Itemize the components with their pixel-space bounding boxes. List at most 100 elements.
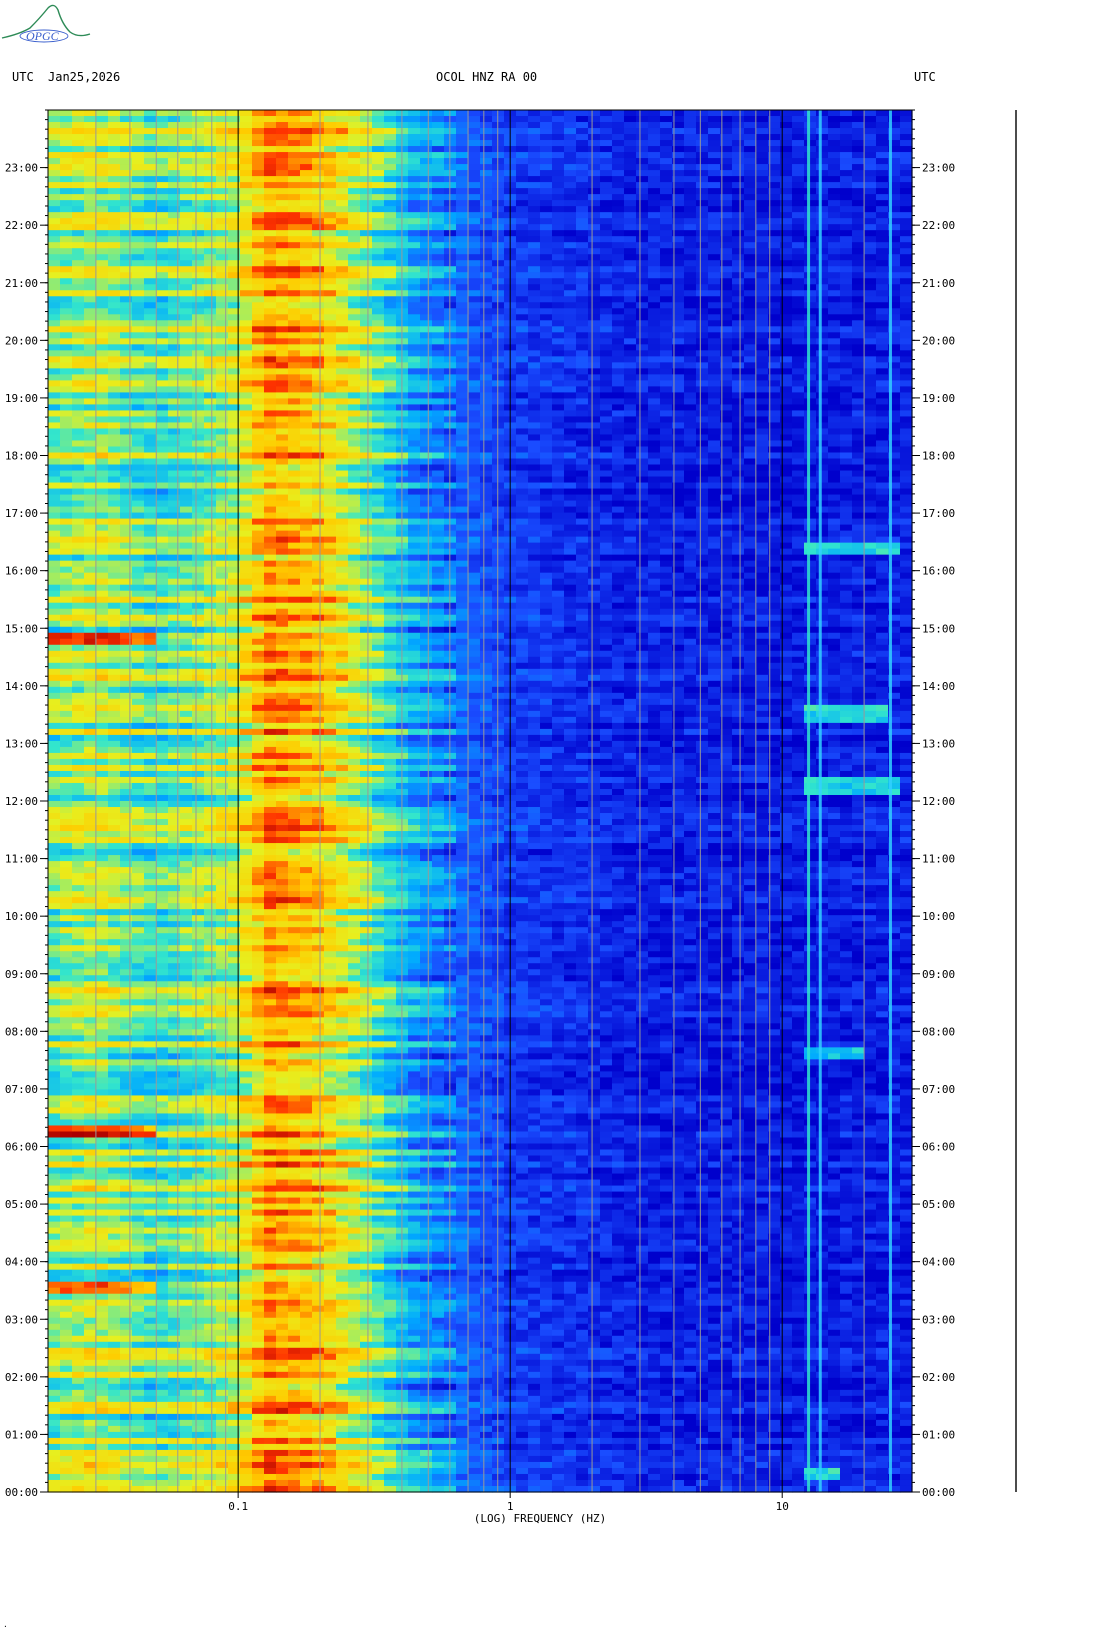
spectrogram-cell [276,704,289,712]
spectrogram-cell [288,1239,301,1247]
spectrogram-cell [96,746,109,754]
spectrogram-cell [72,1041,85,1048]
spectrogram-cell [192,1329,205,1337]
spectrogram-cell [264,1317,277,1325]
spectrogram-cell [96,650,109,658]
spectrogram-cell [252,1455,265,1463]
spectrogram-cell [192,981,205,988]
spectrogram-cell [300,290,313,297]
spectrogram-cell [96,1419,109,1427]
spectrogram-cell [144,536,157,544]
spectrogram-cell [168,1029,181,1036]
spectrogram-cell [84,248,97,255]
spectrogram-cell [216,1137,229,1145]
spectrogram-cell [60,404,73,412]
spectrogram-cell [60,969,73,976]
spectrogram-cell [144,1131,157,1139]
spectrogram-cell [204,224,217,231]
spectrogram-cell [156,1167,169,1175]
spectrogram-cell [180,206,193,213]
spectrogram-cell [108,1239,121,1247]
spectrogram-cell [144,1023,157,1030]
spectrogram-cell [228,536,241,544]
spectrogram-cell [84,746,97,754]
spectrogram-cell [192,428,205,436]
spectrogram-cell [240,1185,253,1193]
spectrogram-cell [108,1467,121,1475]
spectrogram-cell [108,1317,121,1325]
spectrogram-cell [120,963,133,970]
spectrogram-cell [204,200,217,207]
spectrogram-cell [192,776,205,784]
spectrogram-cell [132,975,145,982]
spectrogram-cell [300,855,313,862]
spectrogram-cell [156,1143,169,1151]
spectrogram-cell [72,410,85,418]
spectrogram-cell [204,819,217,826]
spectrogram-cell [240,963,253,970]
spectrogram-cell [96,879,109,886]
spectrogram-cell [180,536,193,544]
spectrogram-cell [156,1269,169,1277]
spectrogram-cell [60,1353,73,1361]
spectrogram-cell [84,903,97,910]
spectrogram-cell [48,1143,61,1151]
spectrogram-cell [60,897,73,904]
spectrogram-cell [216,1431,229,1439]
spectrogram-cell [276,921,289,928]
spectrogram-cell [120,260,133,267]
spectrogram-cell [276,524,289,532]
spectrogram-cell [216,632,229,640]
spectrogram-cell [204,392,217,400]
spectrogram-cell [264,242,277,249]
spectrogram-cell [264,608,277,616]
spectrogram-cell [204,386,217,394]
spectrogram-cell [216,740,229,748]
spectrogram-cell [180,788,193,796]
spectrogram-cell [120,1029,133,1036]
spectrogram-cell [60,698,73,706]
spectrogram-cell [108,1413,121,1421]
spectrogram-cell [216,692,229,700]
spectrogram-cell [132,164,145,171]
spectrogram-cell [276,596,289,604]
spectrogram-cell [96,969,109,976]
spectrogram-cell [228,770,241,778]
spectrogram-cell [60,260,73,267]
spectrogram-cell [180,620,193,628]
spectrogram-cell [60,152,73,159]
spectrogram-cell [300,578,313,586]
spectrogram-cell [180,524,193,532]
spectrogram-cell [252,903,265,910]
spectrogram-cell [264,752,277,760]
spectrogram-cell [192,1335,205,1343]
spectrogram-cell [192,969,205,976]
spectrogram-cell [144,248,157,255]
spectrogram-cell [60,1437,73,1445]
spectrogram-cell [228,788,241,796]
spectrogram-cell [120,410,133,418]
spectrogram-cell [96,1077,109,1085]
spectrogram-cell [192,566,205,574]
spectrogram-cell [48,236,61,243]
spectrogram-cell [276,831,289,838]
spectrogram-cell [240,1101,253,1109]
spectrogram-cell [156,1011,169,1018]
spectrogram-cell [276,188,289,195]
spectrogram-cell [204,566,217,574]
spectrogram-cell [96,831,109,838]
spectrogram-cell [120,1197,133,1205]
spectrogram-cell [168,284,181,291]
spectrogram-cell [96,530,109,538]
spectrogram-cell [264,1125,277,1133]
spectrogram-cell [252,1035,265,1042]
spectrogram-cell [288,1161,301,1169]
spectrogram-cell [264,1083,277,1091]
spectrogram-cell [288,596,301,604]
spectrogram-cell [192,284,205,291]
spectrogram-cell [276,1335,289,1343]
spectrogram-cell [48,1203,61,1211]
spectrogram-cell [276,1293,289,1301]
spectrogram-cell [288,200,301,207]
spectrogram-cell [84,1047,97,1054]
